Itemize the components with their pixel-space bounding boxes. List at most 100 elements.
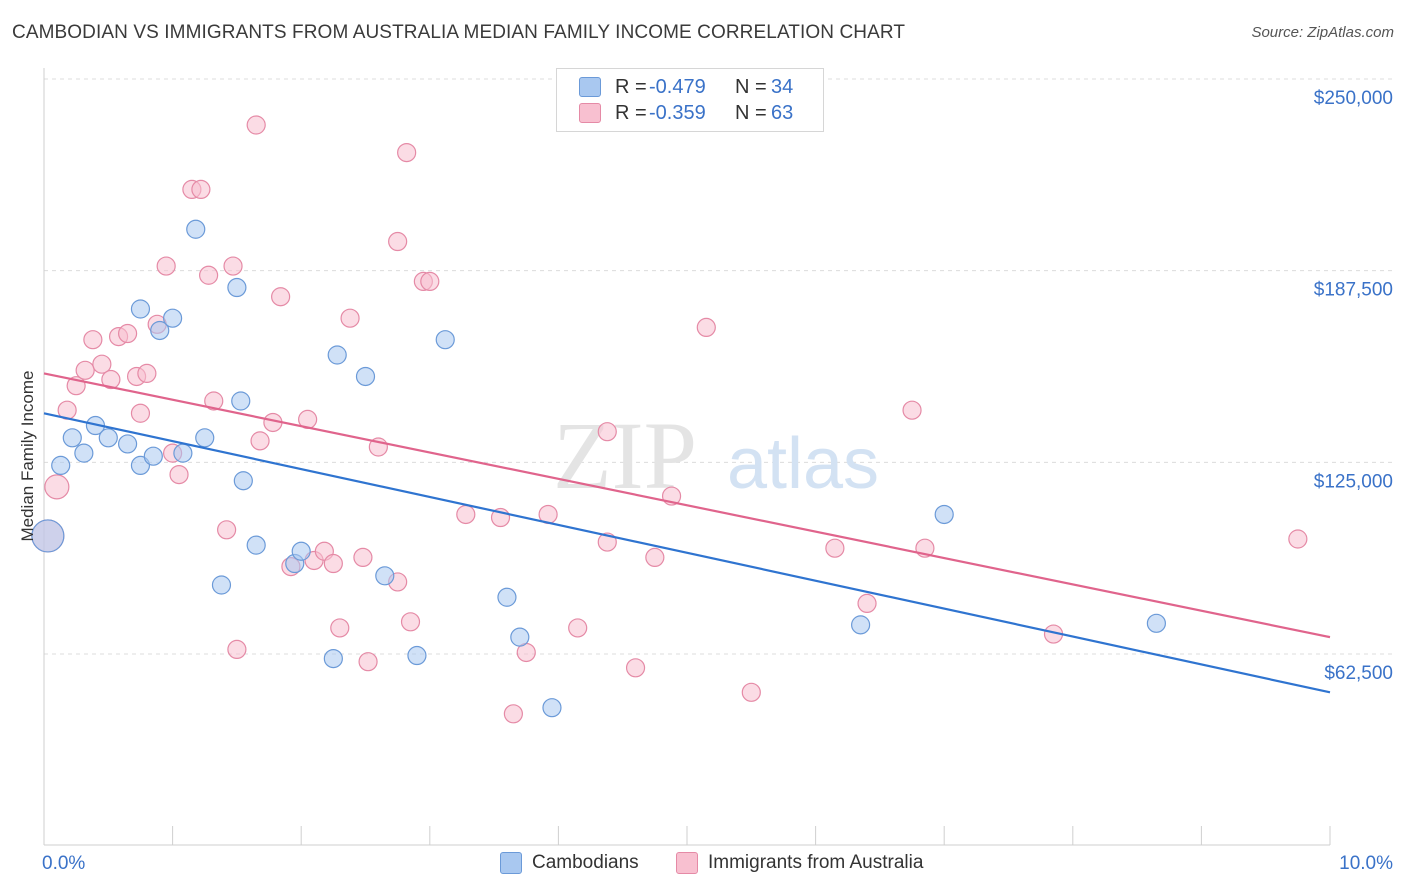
point-cambodians: [130, 299, 151, 319]
data-points: [31, 115, 1308, 724]
point-cambodians: [163, 308, 183, 328]
axes: [43, 68, 1331, 846]
point-cambodians: [246, 535, 266, 555]
point-australia: [330, 618, 350, 638]
point-australia: [456, 504, 476, 525]
point-cambodians: [851, 615, 871, 635]
point-cambodians: [62, 428, 82, 448]
trend-line-cambodians: [43, 412, 1331, 694]
series-swatch-cambodians: [500, 852, 522, 874]
point-australia: [117, 323, 138, 344]
point-cambodians: [117, 434, 138, 454]
y-tick-label: $250,000: [1314, 88, 1393, 109]
point-australia: [223, 256, 243, 276]
point-australia: [568, 618, 588, 638]
point-australia: [204, 391, 224, 411]
legend-n-value: 34: [771, 75, 794, 98]
point-cambodians: [327, 345, 347, 365]
trend-line-australia: [43, 372, 1331, 639]
point-australia: [199, 265, 219, 285]
point-australia: [323, 553, 343, 574]
point-australia: [156, 256, 176, 276]
point-cambodians: [1146, 613, 1166, 633]
watermark: ZIP atlas: [553, 402, 879, 509]
legend-n-label: N =: [735, 75, 767, 98]
point-cambodians: [227, 277, 247, 298]
point-australia: [271, 287, 291, 307]
legend-swatch-australia: [579, 103, 601, 123]
point-australia: [130, 403, 151, 423]
point-cambodians: [150, 320, 170, 341]
point-cambodians: [231, 391, 251, 411]
point-australia: [250, 431, 270, 451]
point-cambodians: [435, 330, 455, 350]
point-cambodians: [291, 541, 311, 561]
point-australia: [825, 538, 845, 558]
point-cambodians: [31, 519, 65, 553]
x-tick-label-right: 10.0%: [1339, 853, 1393, 874]
point-cambodians: [934, 504, 954, 525]
legend-r-label: R =: [615, 75, 647, 98]
point-australia: [75, 360, 95, 380]
point-cambodians: [74, 443, 94, 463]
source-label: Source: ZipAtlas.com: [1251, 24, 1394, 41]
point-australia: [92, 354, 112, 374]
point-australia: [597, 422, 617, 442]
gridlines: [44, 78, 1392, 655]
series-legend: Cambodians Immigrants from Australia: [0, 852, 1406, 876]
correlation-legend: R = -0.479 N = 34 R = -0.359 N = 63: [556, 68, 824, 132]
point-australia: [101, 369, 121, 390]
point-australia: [857, 593, 877, 614]
tick-labels: $62,500 $125,000 $187,500 $250,000 0.0% 10.0%: [42, 88, 1393, 874]
point-australia: [358, 652, 378, 672]
point-cambodians: [186, 219, 206, 239]
point-cambodians: [375, 566, 395, 586]
trend-lines: [43, 372, 1331, 694]
legend-swatch-cambodians: [579, 77, 601, 97]
series-legend-australia[interactable]: Immigrants from Australia: [676, 852, 923, 874]
point-australia: [191, 179, 211, 199]
point-cambodians: [407, 645, 427, 666]
point-australia: [902, 400, 922, 420]
point-cambodians: [51, 455, 71, 475]
point-australia: [353, 547, 373, 568]
series-label-cambodians: Cambodians: [532, 852, 639, 873]
point-australia: [246, 115, 266, 135]
series-swatch-australia: [676, 852, 698, 874]
point-australia: [227, 639, 247, 660]
point-australia: [169, 465, 189, 485]
point-australia: [645, 547, 665, 568]
legend-row-australia: R = -0.359 N = 63: [579, 101, 793, 125]
series-label-australia: Immigrants from Australia: [708, 852, 924, 873]
chart-title: CAMBODIAN VS IMMIGRANTS FROM AUSTRALIA M…: [12, 22, 906, 43]
legend-n-label: N =: [735, 101, 767, 124]
point-australia: [400, 612, 421, 632]
legend-r-value: -0.359: [649, 101, 706, 124]
y-tick-label: $187,500: [1314, 280, 1393, 301]
point-australia: [83, 330, 103, 350]
point-australia: [420, 271, 440, 291]
legend-r-value: -0.479: [649, 75, 706, 98]
y-tick-label: $125,000: [1314, 471, 1393, 492]
point-australia: [741, 682, 761, 702]
y-tick-label: $62,500: [1324, 663, 1393, 684]
legend-r-label: R =: [615, 101, 647, 124]
point-cambodians: [355, 366, 376, 387]
point-australia: [388, 231, 408, 252]
point-cambodians: [211, 575, 232, 595]
point-cambodians: [233, 471, 253, 491]
point-cambodians: [510, 627, 530, 647]
point-australia: [44, 474, 70, 500]
point-cambodians: [143, 446, 163, 466]
point-cambodians: [323, 648, 343, 669]
point-cambodians: [542, 698, 562, 718]
point-cambodians: [195, 428, 215, 448]
point-australia: [696, 317, 716, 337]
watermark-atlas: atlas: [727, 424, 879, 504]
series-legend-cambodians[interactable]: Cambodians: [500, 852, 639, 874]
legend-row-cambodians: R = -0.479 N = 34: [579, 75, 793, 99]
point-australia: [397, 143, 417, 163]
point-australia: [503, 704, 523, 724]
point-cambodians: [497, 587, 517, 607]
